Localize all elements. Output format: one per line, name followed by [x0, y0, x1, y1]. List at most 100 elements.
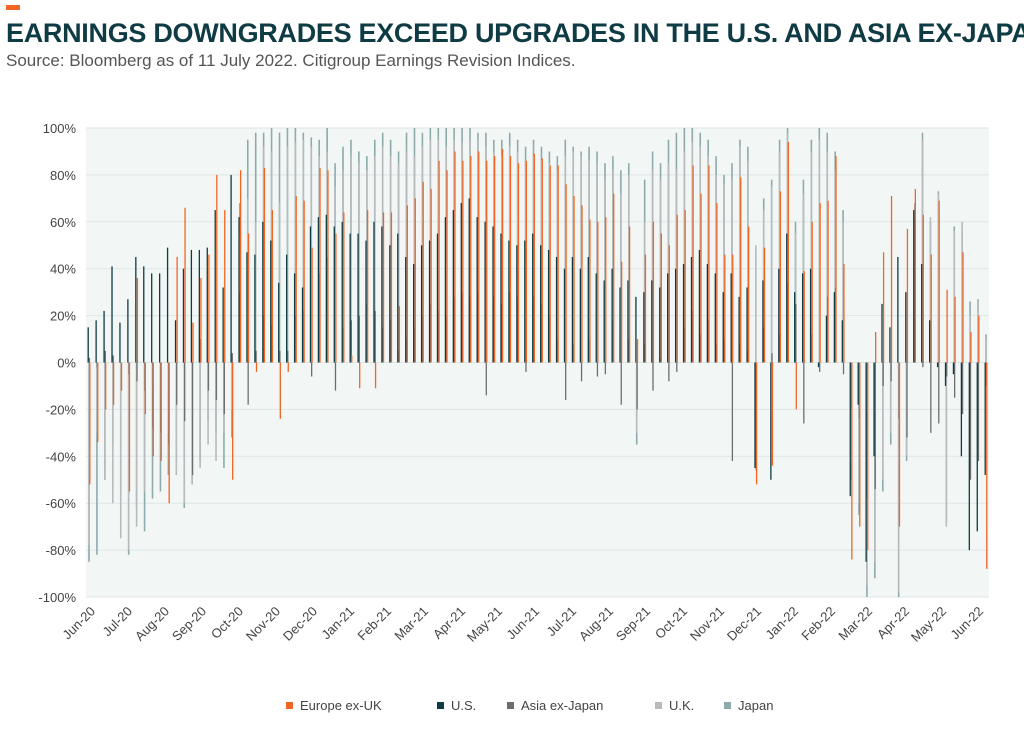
bar-u-s-: [174, 320, 177, 363]
bar-u-s-: [857, 362, 859, 405]
bar-u-s-: [698, 249, 701, 363]
bar-asia-ex-japan: [604, 362, 607, 375]
bar-u-k-: [286, 146, 289, 363]
bar-u-k-: [437, 139, 440, 363]
bar-asia-ex-japan: [223, 362, 225, 415]
bar-u-s-: [841, 320, 843, 363]
bar-europe-ex-uk: [430, 188, 432, 363]
bar-u-k-: [739, 146, 741, 363]
bar-u-k-: [127, 362, 130, 551]
bar-europe-ex-uk: [438, 160, 440, 363]
bar-u-k-: [620, 193, 622, 363]
bar-europe-ex-uk: [684, 210, 686, 363]
bar-europe-ex-uk: [327, 170, 329, 363]
bar-asia-ex-japan: [906, 362, 908, 438]
bar-u-s-: [746, 287, 748, 363]
bar-u-s-: [158, 273, 161, 363]
bar-europe-ex-uk: [200, 278, 202, 363]
bar-u-s-: [190, 249, 193, 363]
x-tick-label: Sep-20: [169, 604, 209, 644]
bar-u-s-: [555, 256, 558, 363]
bar-europe-ex-uk: [525, 160, 528, 363]
bar-u-k-: [691, 142, 694, 363]
bar-u-s-: [286, 254, 288, 363]
bar-u-s-: [397, 233, 399, 363]
bar-u-s-: [198, 249, 200, 363]
bar-europe-ex-uk: [422, 181, 424, 363]
bar-europe-ex-uk: [247, 233, 250, 363]
bar-u-k-: [612, 170, 614, 363]
y-tick-label: 40%: [50, 262, 76, 277]
bar-u-k-: [143, 362, 146, 492]
bar-europe-ex-uk: [890, 196, 893, 363]
bar-europe-ex-uk: [875, 332, 877, 363]
bar-u-s-: [468, 198, 470, 363]
bar-europe-ex-uk: [216, 174, 218, 363]
bar-europe-ex-uk: [501, 149, 504, 363]
bar-u-k-: [524, 160, 527, 363]
bar-asia-ex-japan: [977, 362, 980, 461]
bar-europe-ex-uk: [636, 339, 639, 363]
bar-u-k-: [659, 179, 662, 363]
bar-europe-ex-uk: [271, 210, 274, 363]
bar-europe-ex-uk: [660, 233, 662, 363]
bar-asia-ex-japan: [374, 310, 376, 363]
bar-u-s-: [127, 299, 129, 363]
bar-europe-ex-uk: [803, 271, 805, 363]
bar-u-k-: [762, 210, 765, 363]
bar-u-k-: [532, 156, 535, 363]
bar-u-k-: [786, 132, 789, 363]
x-tick-label: Aug-21: [576, 604, 616, 644]
bar-u-k-: [985, 339, 987, 363]
bar-europe-ex-uk: [509, 156, 512, 363]
bar-u-k-: [961, 221, 963, 363]
bar-europe-ex-uk: [581, 205, 583, 363]
bar-u-s-: [349, 233, 351, 363]
bar-europe-ex-uk: [549, 165, 551, 363]
bar-u-k-: [977, 301, 979, 363]
bar-u-k-: [381, 146, 384, 363]
bar-u-k-: [88, 362, 90, 546]
bar-u-s-: [262, 221, 264, 363]
y-tick-label: -20%: [46, 402, 77, 417]
bar-europe-ex-uk: [533, 153, 535, 363]
bar-u-k-: [651, 170, 654, 363]
bar-u-k-: [119, 362, 122, 539]
y-tick-label: -40%: [46, 449, 77, 464]
bar-europe-ex-uk: [414, 198, 416, 363]
bar-asia-ex-japan: [890, 362, 892, 382]
bar-europe-ex-uk: [168, 362, 170, 504]
bar-europe-ex-uk: [279, 362, 281, 419]
bar-europe-ex-uk: [366, 210, 369, 363]
bar-asia-ex-japan: [771, 353, 773, 363]
bar-europe-ex-uk: [620, 261, 623, 363]
x-tick-label: Oct-20: [208, 604, 246, 642]
bar-u-k-: [350, 156, 352, 363]
bar-asia-ex-japan: [350, 320, 353, 363]
bar-u-s-: [643, 292, 645, 363]
bar-u-s-: [135, 256, 137, 363]
bar-u-s-: [817, 362, 820, 368]
bar-asia-ex-japan: [930, 362, 932, 433]
bar-u-k-: [421, 146, 424, 363]
bar-u-s-: [230, 174, 232, 363]
bar-u-k-: [540, 160, 543, 363]
bar-u-k-: [366, 170, 368, 363]
bar-europe-ex-uk: [827, 200, 829, 363]
bar-u-k-: [254, 221, 257, 363]
bar-u-s-: [476, 217, 478, 363]
bar-europe-ex-uk: [192, 322, 194, 363]
bar-europe-ex-uk: [644, 254, 647, 363]
bar-europe-ex-uk: [89, 362, 91, 485]
bar-europe-ex-uk: [382, 212, 385, 363]
bar-u-k-: [429, 139, 432, 363]
legend-swatch-europe-ex-uk: [286, 702, 293, 709]
bar-europe-ex-uk: [748, 226, 750, 363]
bar-u-s-: [960, 362, 963, 457]
bar-u-s-: [532, 233, 534, 363]
bar-europe-ex-uk: [716, 203, 718, 363]
legend-item-asia-ex-japan: Asia ex-Japan: [507, 698, 603, 713]
y-tick-label: 0%: [57, 356, 76, 371]
bar-asia-ex-japan: [636, 362, 638, 410]
